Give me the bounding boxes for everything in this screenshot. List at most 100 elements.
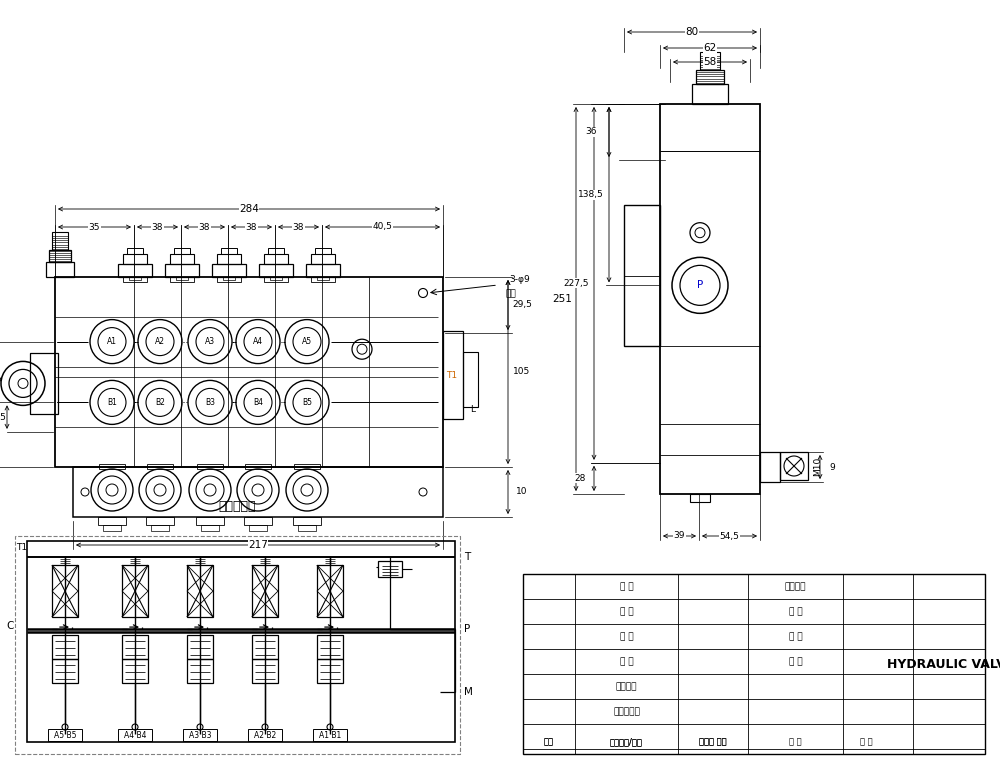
Text: A1 B1: A1 B1 xyxy=(319,730,341,740)
Bar xyxy=(55,277,443,467)
Bar xyxy=(46,262,74,277)
Bar xyxy=(103,525,121,531)
Bar xyxy=(311,254,335,264)
Bar xyxy=(212,264,246,277)
Text: A5: A5 xyxy=(302,337,312,346)
Bar xyxy=(170,254,194,264)
Bar xyxy=(692,84,728,104)
Bar xyxy=(122,565,148,617)
Text: A2 B2: A2 B2 xyxy=(254,730,276,740)
Text: 62: 62 xyxy=(703,43,717,53)
Text: 138,5: 138,5 xyxy=(578,190,604,199)
Bar xyxy=(223,277,235,280)
Text: 38: 38 xyxy=(199,222,210,232)
Text: 液压原理图: 液压原理图 xyxy=(219,499,256,513)
Bar xyxy=(523,574,985,754)
Text: C: C xyxy=(7,621,14,631)
Text: A5 B5: A5 B5 xyxy=(54,730,76,740)
Text: B3: B3 xyxy=(205,398,215,407)
Text: 标准化检查: 标准化检查 xyxy=(613,707,640,716)
Bar xyxy=(315,248,331,254)
Text: 更改内容/位置: 更改内容/位置 xyxy=(610,737,643,746)
Bar xyxy=(129,277,141,280)
Text: B5: B5 xyxy=(302,398,312,407)
Bar xyxy=(268,248,284,254)
Bar xyxy=(378,561,402,577)
Text: T1: T1 xyxy=(446,371,457,381)
Bar xyxy=(270,277,282,280)
Text: 38: 38 xyxy=(246,222,257,232)
Bar xyxy=(317,277,329,280)
Text: 更改内容/位置: 更改内容/位置 xyxy=(610,737,643,746)
Bar xyxy=(98,517,126,525)
Text: B2: B2 xyxy=(155,398,165,407)
Text: 签 名: 签 名 xyxy=(860,737,873,746)
Bar xyxy=(780,452,808,480)
Text: 3-φ9: 3-φ9 xyxy=(509,276,530,285)
Bar xyxy=(252,635,278,659)
Bar xyxy=(293,517,321,525)
Bar xyxy=(122,659,148,683)
Bar xyxy=(248,729,282,741)
Bar xyxy=(217,277,241,282)
Text: 29,5: 29,5 xyxy=(512,300,532,310)
Text: HYDRAULIC VALVI: HYDRAULIC VALVI xyxy=(887,658,1000,671)
Text: T: T xyxy=(464,552,470,562)
Bar xyxy=(30,353,58,414)
Text: 35: 35 xyxy=(89,222,100,232)
Bar xyxy=(245,464,271,469)
Text: 54,5: 54,5 xyxy=(720,531,739,540)
Bar xyxy=(660,104,760,494)
Text: T1: T1 xyxy=(16,543,27,552)
Text: 251: 251 xyxy=(552,294,572,304)
Text: 217: 217 xyxy=(248,540,268,550)
Bar xyxy=(118,729,152,741)
Bar xyxy=(690,494,710,502)
Bar xyxy=(201,525,219,531)
Text: 工艺检查: 工艺检查 xyxy=(616,682,637,691)
Text: P: P xyxy=(464,625,470,635)
Bar xyxy=(259,264,293,277)
Bar xyxy=(174,248,190,254)
Bar xyxy=(123,254,147,264)
Bar xyxy=(294,464,320,469)
Text: B1: B1 xyxy=(107,398,117,407)
Text: 标记: 标记 xyxy=(544,737,554,746)
Text: A3: A3 xyxy=(205,337,215,346)
Text: 标记: 标记 xyxy=(544,737,554,746)
Text: A4: A4 xyxy=(253,337,263,346)
Text: 签 名: 签 名 xyxy=(789,737,802,746)
Text: 40,5: 40,5 xyxy=(373,222,392,232)
Text: 36: 36 xyxy=(585,127,597,137)
Bar xyxy=(127,248,143,254)
Text: 28: 28 xyxy=(574,474,586,483)
Bar xyxy=(252,565,278,617)
Text: 23,5: 23,5 xyxy=(0,412,6,422)
Bar xyxy=(249,525,267,531)
Bar xyxy=(264,254,288,264)
Bar xyxy=(183,729,217,741)
Bar xyxy=(15,536,460,754)
Bar xyxy=(52,565,78,617)
Bar xyxy=(196,517,224,525)
Text: 更改人 日期: 更改人 日期 xyxy=(699,737,727,746)
Bar xyxy=(306,264,340,277)
Bar xyxy=(463,352,478,407)
Bar xyxy=(187,659,213,683)
Text: P: P xyxy=(697,280,703,290)
Bar xyxy=(146,517,174,525)
Text: L: L xyxy=(470,405,475,414)
Text: A1: A1 xyxy=(107,337,117,346)
Bar xyxy=(52,232,68,250)
Bar xyxy=(27,541,455,742)
Text: A2: A2 xyxy=(155,337,165,346)
Text: 核 对: 核 对 xyxy=(620,657,633,666)
Text: A3 B3: A3 B3 xyxy=(189,730,211,740)
Bar xyxy=(244,517,272,525)
Bar xyxy=(73,467,443,517)
Bar xyxy=(151,525,169,531)
Bar xyxy=(317,635,343,659)
Bar xyxy=(176,277,188,280)
Text: B4: B4 xyxy=(253,398,263,407)
Bar xyxy=(187,565,213,617)
